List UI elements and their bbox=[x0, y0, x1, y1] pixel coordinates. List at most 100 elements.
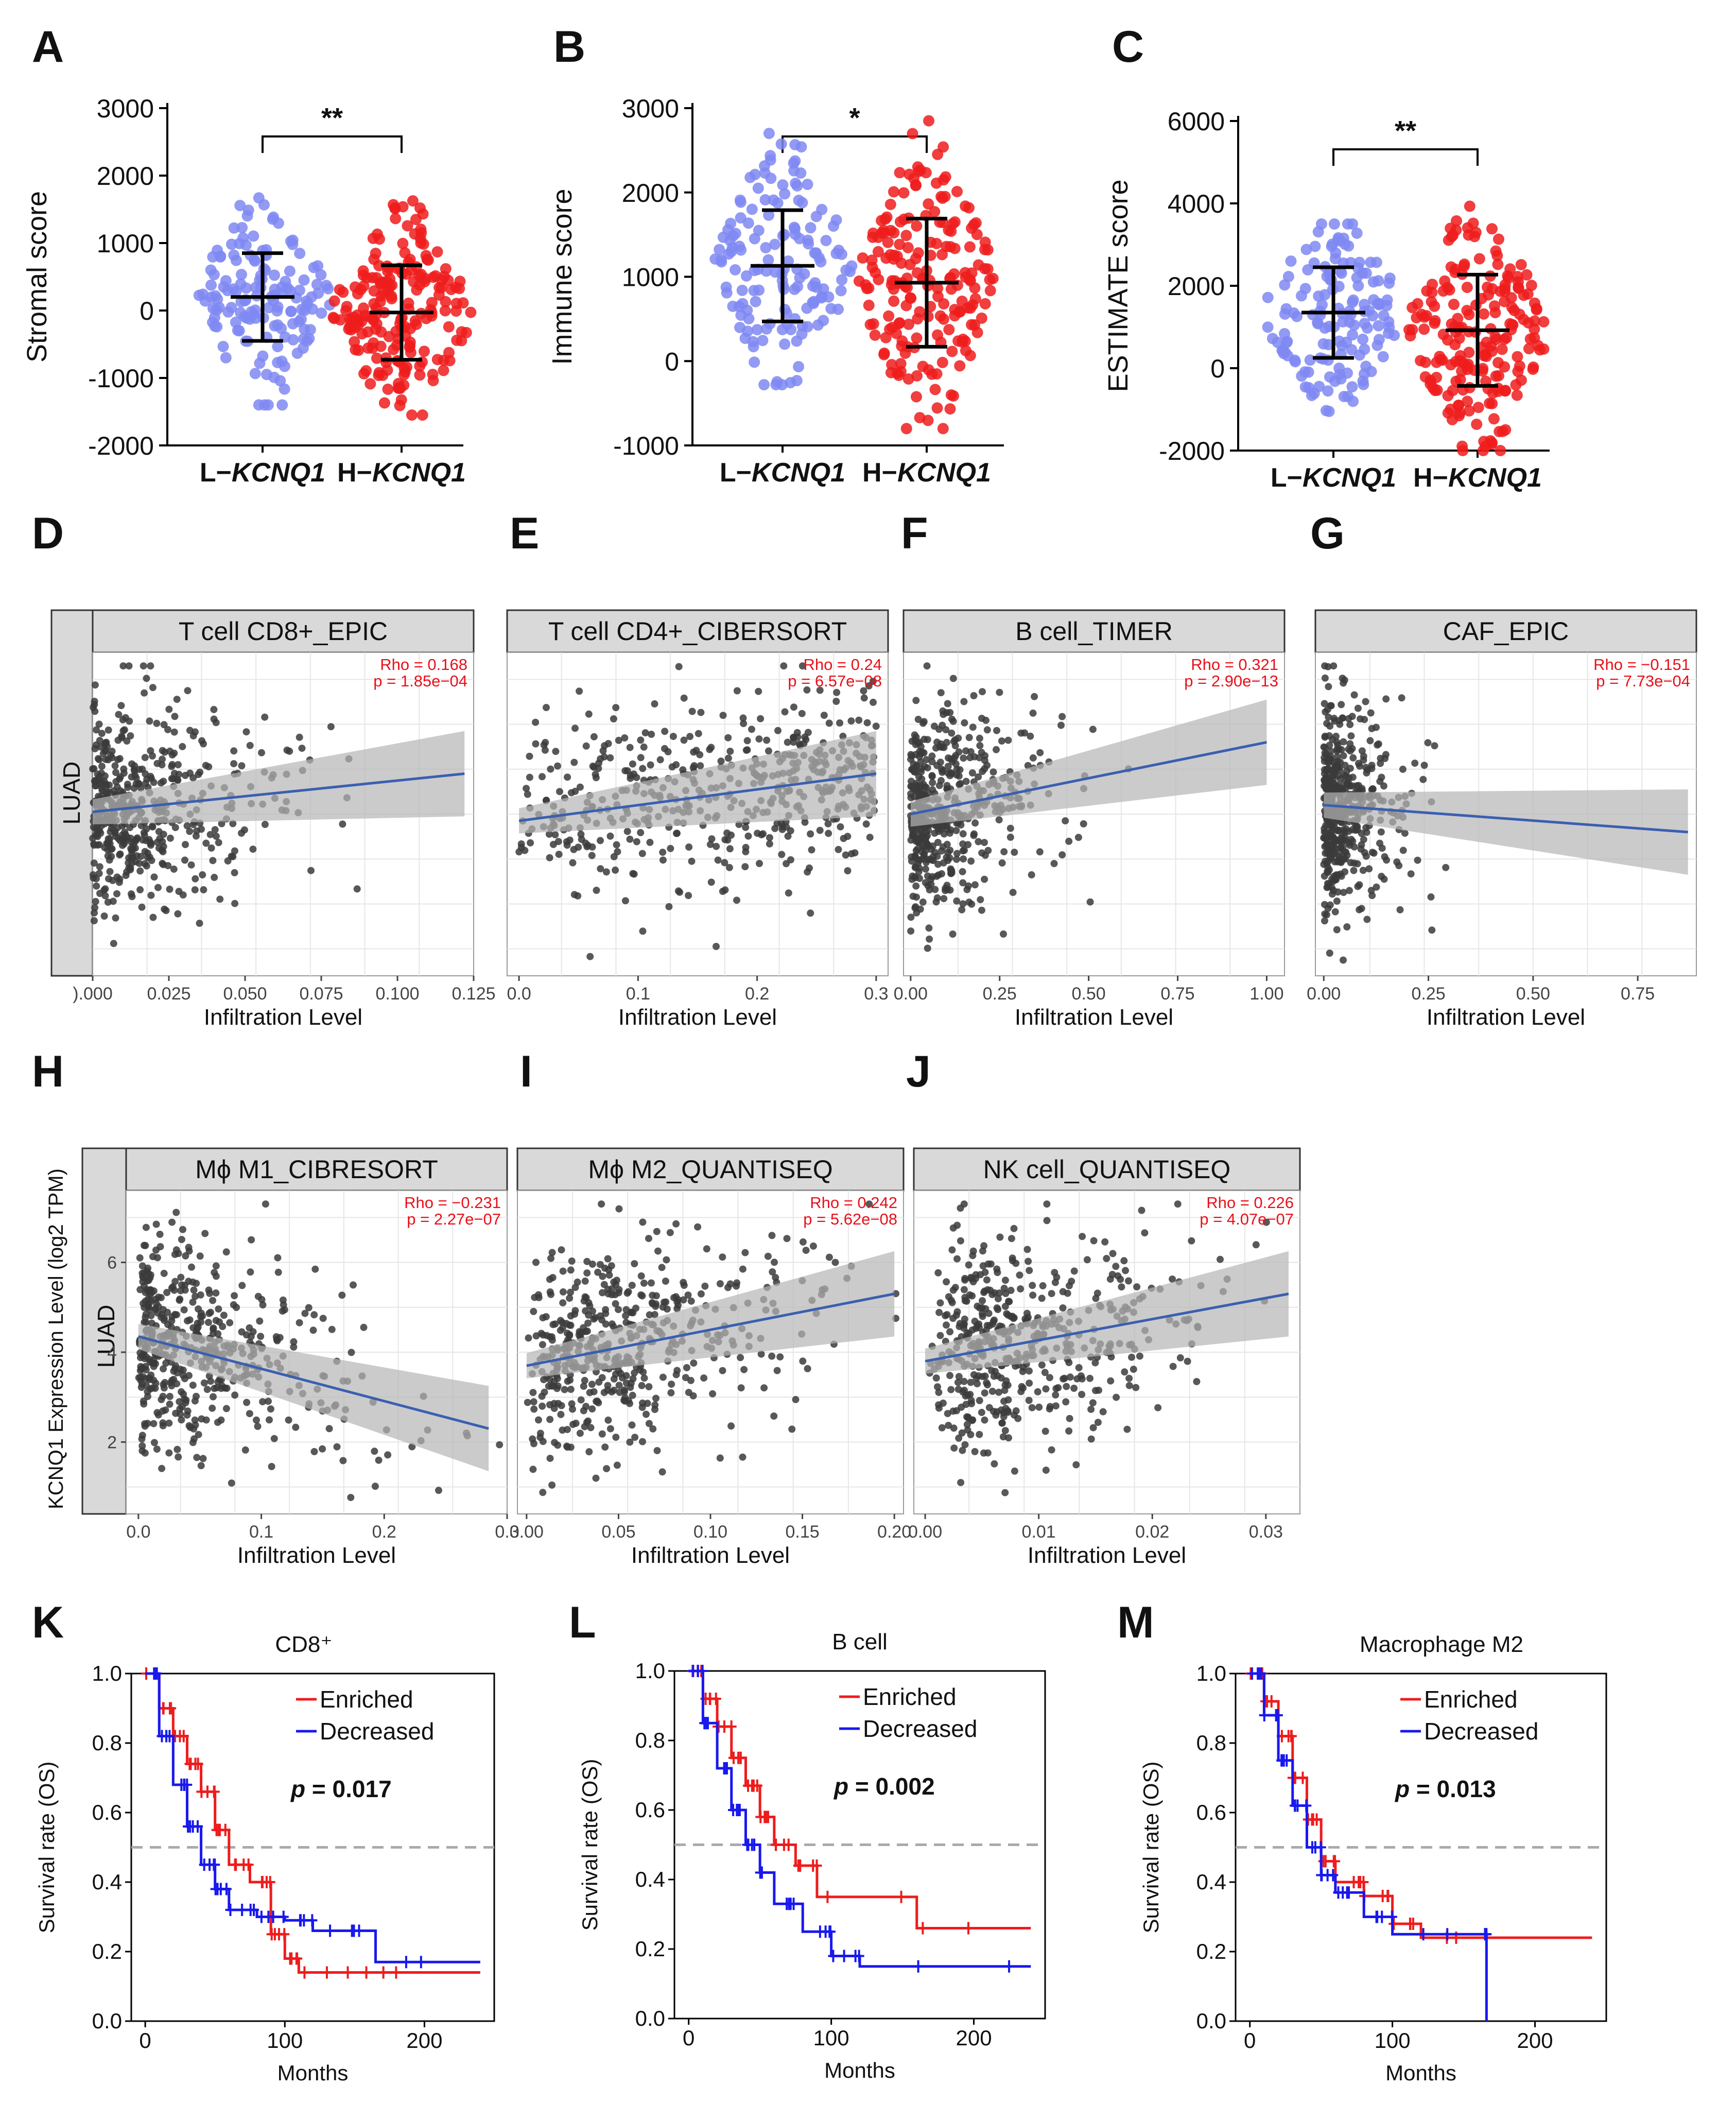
data-point bbox=[976, 742, 984, 749]
data-point bbox=[969, 1326, 976, 1334]
data-point bbox=[1332, 732, 1340, 740]
data-point bbox=[149, 823, 157, 831]
data-point bbox=[115, 711, 123, 718]
data-point bbox=[237, 232, 249, 244]
data-point bbox=[960, 200, 971, 212]
data-point bbox=[147, 841, 154, 849]
data-point bbox=[921, 783, 929, 791]
data-point bbox=[674, 1301, 682, 1309]
data-point bbox=[760, 323, 772, 335]
data-point bbox=[141, 1318, 148, 1326]
data-point bbox=[1009, 889, 1017, 897]
data-point bbox=[535, 1294, 543, 1301]
x-tick-label: 0.075 bbox=[299, 984, 343, 1004]
data-point bbox=[582, 742, 590, 750]
data-point bbox=[968, 900, 976, 908]
data-point bbox=[139, 1278, 147, 1285]
data-point bbox=[952, 826, 960, 834]
data-point bbox=[568, 1257, 576, 1265]
data-point bbox=[1048, 1290, 1055, 1298]
data-point bbox=[652, 1292, 660, 1300]
data-point bbox=[1017, 1285, 1025, 1292]
data-point bbox=[948, 715, 956, 723]
data-point bbox=[667, 1389, 675, 1397]
data-point bbox=[737, 1354, 744, 1361]
data-point bbox=[582, 1403, 590, 1410]
data-point bbox=[1454, 374, 1466, 386]
data-point bbox=[89, 871, 97, 878]
data-point bbox=[1328, 218, 1340, 230]
data-point bbox=[358, 280, 370, 292]
data-point bbox=[557, 1326, 564, 1334]
data-point bbox=[837, 823, 844, 831]
data-point bbox=[798, 662, 806, 670]
data-point bbox=[111, 828, 119, 835]
data-point bbox=[1504, 318, 1516, 330]
data-point bbox=[912, 882, 920, 890]
data-point bbox=[209, 1297, 217, 1304]
data-point bbox=[138, 903, 146, 911]
data-point bbox=[783, 860, 790, 868]
data-point bbox=[791, 335, 803, 347]
data-point bbox=[1522, 288, 1534, 300]
data-point bbox=[1348, 319, 1360, 331]
rho-value: Rho = 0.242 bbox=[810, 1194, 897, 1212]
data-point bbox=[431, 354, 443, 366]
data-point bbox=[111, 762, 119, 770]
data-point bbox=[820, 235, 832, 247]
data-point bbox=[931, 886, 939, 893]
data-point bbox=[801, 818, 809, 826]
data-point bbox=[1326, 742, 1333, 749]
data-point bbox=[105, 875, 112, 883]
luad-label-row1: LUAD bbox=[58, 762, 85, 825]
x-tick-label: 0.75 bbox=[1160, 984, 1194, 1004]
data-point bbox=[456, 326, 467, 338]
data-point bbox=[171, 824, 179, 832]
data-point bbox=[825, 303, 837, 315]
data-point bbox=[968, 219, 980, 231]
data-point bbox=[160, 721, 168, 729]
data-point bbox=[606, 754, 614, 762]
data-point bbox=[397, 237, 409, 249]
category-label-1: H−KCNQ1 bbox=[337, 458, 466, 488]
data-point bbox=[639, 1438, 646, 1445]
data-point bbox=[261, 821, 269, 828]
data-point bbox=[802, 736, 810, 744]
data-point bbox=[726, 1280, 734, 1288]
data-point bbox=[713, 842, 720, 850]
data-point bbox=[654, 1247, 662, 1255]
data-point bbox=[1486, 223, 1498, 235]
data-point bbox=[716, 1454, 724, 1462]
data-point bbox=[645, 1420, 653, 1427]
data-point bbox=[599, 1272, 606, 1280]
data-point bbox=[911, 220, 923, 232]
data-point bbox=[205, 291, 217, 303]
data-point bbox=[904, 258, 916, 270]
data-point bbox=[1382, 695, 1390, 703]
data-point bbox=[964, 1426, 971, 1434]
data-point bbox=[979, 688, 986, 696]
data-point bbox=[1089, 726, 1097, 733]
data-point bbox=[524, 1399, 531, 1406]
data-point bbox=[1524, 333, 1536, 345]
data-point bbox=[1399, 765, 1407, 773]
data-point bbox=[287, 234, 299, 246]
facet-title: Mϕ M1_CIBRESORT bbox=[195, 1155, 438, 1184]
data-point bbox=[862, 820, 870, 828]
data-point bbox=[105, 726, 112, 734]
data-point bbox=[1346, 297, 1358, 308]
data-point bbox=[621, 897, 629, 905]
data-point bbox=[1359, 318, 1370, 330]
data-point bbox=[1328, 890, 1336, 898]
data-point bbox=[189, 821, 197, 829]
data-point bbox=[582, 1294, 590, 1302]
facet-title: NK cell_QUANTISEQ bbox=[983, 1155, 1231, 1184]
data-point bbox=[1001, 1489, 1009, 1496]
data-point bbox=[742, 217, 754, 229]
data-point bbox=[557, 1317, 564, 1324]
data-point bbox=[721, 287, 733, 299]
data-point bbox=[739, 1265, 747, 1273]
data-point bbox=[567, 1312, 575, 1320]
data-point bbox=[783, 255, 794, 267]
data-point bbox=[360, 1323, 368, 1331]
